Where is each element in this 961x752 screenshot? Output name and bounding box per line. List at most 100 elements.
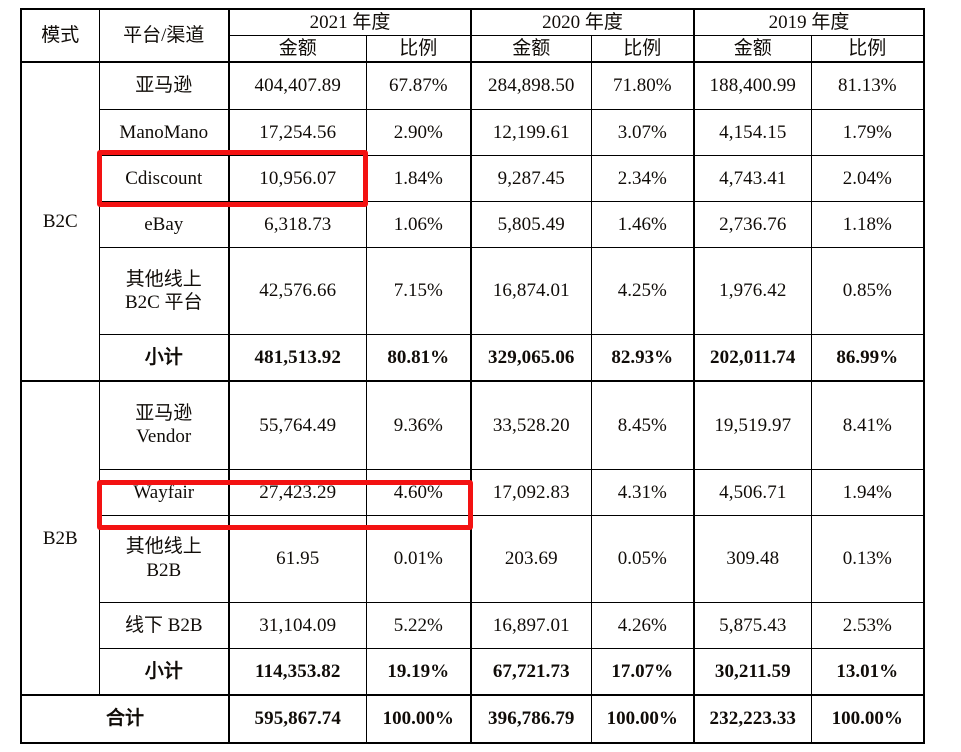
platform-name-line2: B2C 平台 [124, 291, 203, 313]
ratio-2020: 2.34% [590, 154, 696, 202]
header-ratio-2021: 比例 [365, 35, 473, 63]
platform-name-line2: B2B [146, 559, 182, 581]
amount-2020: 5,805.49 [470, 200, 592, 249]
ratio-2020: 4.25% [590, 247, 696, 335]
amount-2021: 31,104.09 [228, 601, 367, 649]
revenue-breakdown-table: 模式 平台/渠道 2021 年度 2020 年度 2019 年度 金额 比例 金… [20, 8, 926, 744]
ratio-2020: 4.26% [590, 601, 696, 649]
ratio-2021: 5.22% [365, 601, 473, 649]
header-amount-2021: 金额 [228, 35, 367, 63]
amount-2020: 33,528.20 [470, 380, 592, 470]
ratio-2019: 2.53% [810, 601, 925, 649]
ratio-2020: 3.07% [590, 108, 696, 156]
ratio-2020: 8.45% [590, 380, 696, 470]
platform-name: ManoMano [98, 108, 230, 156]
table-row: 其他线上 B2B 61.95 0.01% 203.69 0.05% 309.48… [21, 514, 925, 603]
amount-2020: 17,092.83 [470, 468, 592, 516]
total-ratio-2021: 100.00% [365, 694, 473, 744]
amount-2020: 203.69 [470, 514, 592, 603]
subtotal-ratio-2021: 19.19% [365, 647, 473, 696]
table-row: eBay 6,318.73 1.06% 5,805.49 1.46% 2,736… [21, 200, 925, 249]
group-label-b2b: B2B [20, 380, 100, 696]
subtotal-ratio-2019: 13.01% [810, 647, 925, 696]
table-row: B2B 亚马逊 Vendor 55,764.49 9.36% 33,528.20… [20, 380, 925, 696]
total-amount-2019: 232,223.33 [693, 694, 812, 744]
platform-name-line1: 其他线上 [125, 268, 202, 290]
table-row: Wayfair 27,423.29 4.60% 17,092.83 4.31% … [21, 468, 925, 516]
header-amount-2020: 金额 [470, 35, 592, 63]
ratio-2021: 7.15% [365, 247, 473, 335]
amount-2021: 17,254.56 [228, 108, 367, 156]
subtotal-row-b2c: 小计 481,513.92 80.81% 329,065.06 82.93% 2… [21, 333, 925, 382]
total-row: 合计 595,867.74 100.00% 396,786.79 100.00%… [20, 694, 925, 744]
ratio-2021: 4.60% [365, 468, 473, 516]
total-amount-2021: 595,867.74 [228, 694, 367, 744]
subtotal-amount-2021: 481,513.92 [228, 333, 367, 382]
table-row: 其他线上 B2C 平台 42,576.66 7.15% 16,874.01 4.… [21, 247, 925, 335]
platform-name: 亚马逊 [98, 61, 230, 110]
platform-name-line2: Vendor [136, 426, 192, 448]
amount-2021: 10,956.07 [228, 154, 367, 202]
subtotal-row-b2b: 小计 114,353.82 19.19% 67,721.73 17.07% 30… [21, 647, 925, 696]
table-body: B2C 亚马逊 404,407.89 67.87% 284,898.50 71.… [20, 61, 925, 744]
amount-2020: 12,199.61 [470, 108, 592, 156]
amount-2019: 4,743.41 [693, 154, 812, 202]
table-header: 模式 平台/渠道 2021 年度 2020 年度 2019 年度 金额 比例 金… [20, 8, 925, 63]
amount-2021: 55,764.49 [228, 380, 367, 470]
ratio-2019: 1.79% [810, 108, 925, 156]
amount-2019: 4,506.71 [693, 468, 812, 516]
total-ratio-2019: 100.00% [810, 694, 925, 744]
platform-name: 亚马逊 Vendor [98, 380, 230, 470]
amount-2021: 404,407.89 [228, 61, 367, 110]
ratio-2019: 0.85% [810, 247, 925, 335]
amount-2021: 6,318.73 [228, 200, 367, 249]
amount-2021: 27,423.29 [228, 468, 367, 516]
platform-name: 其他线上 B2B [98, 514, 230, 603]
header-row-2: 金额 比例 金额 比例 金额 比例 [21, 35, 925, 63]
subtotal-ratio-2020: 82.93% [590, 333, 696, 382]
header-row-1: 模式 平台/渠道 2021 年度 2020 年度 2019 年度 [20, 8, 925, 63]
ratio-2020: 71.80% [590, 61, 696, 110]
platform-name: 其他线上 B2C 平台 [98, 247, 230, 335]
subtotal-amount-2019: 202,011.74 [693, 333, 812, 382]
header-ratio-2020: 比例 [590, 35, 696, 63]
amount-2019: 4,154.15 [693, 108, 812, 156]
ratio-2019: 8.41% [810, 380, 925, 470]
ratio-2020: 4.31% [590, 468, 696, 516]
amount-2019: 5,875.43 [693, 601, 812, 649]
platform-name: Cdiscount [98, 154, 230, 202]
subtotal-amount-2019: 30,211.59 [693, 647, 812, 696]
total-ratio-2020: 100.00% [590, 694, 696, 744]
subtotal-amount-2020: 67,721.73 [470, 647, 592, 696]
subtotal-label: 小计 [98, 333, 230, 382]
header-year-2020: 2020 年度 [470, 8, 696, 37]
amount-2021: 42,576.66 [228, 247, 367, 335]
ratio-2019: 81.13% [810, 61, 925, 110]
header-platform: 平台/渠道 [98, 8, 230, 63]
amount-2019: 2,736.76 [693, 200, 812, 249]
table-row: B2C 亚马逊 404,407.89 67.87% 284,898.50 71.… [20, 61, 925, 382]
ratio-2021: 9.36% [365, 380, 473, 470]
ratio-2021: 0.01% [365, 514, 473, 603]
subtotal-amount-2021: 114,353.82 [228, 647, 367, 696]
ratio-2019: 0.13% [810, 514, 925, 603]
amount-2020: 16,897.01 [470, 601, 592, 649]
amount-2020: 16,874.01 [470, 247, 592, 335]
platform-name-line1: 其他线上 [125, 536, 202, 558]
subtotal-ratio-2021: 80.81% [365, 333, 473, 382]
ratio-2021: 1.84% [365, 154, 473, 202]
ratio-2019: 2.04% [810, 154, 925, 202]
platform-name: 线下 B2B [98, 601, 230, 649]
table-row: 线下 B2B 31,104.09 5.22% 16,897.01 4.26% 5… [21, 601, 925, 649]
platform-name: eBay [98, 200, 230, 249]
ratio-2021: 2.90% [365, 108, 473, 156]
ratio-2019: 1.18% [810, 200, 925, 249]
header-year-2019: 2019 年度 [693, 8, 925, 37]
amount-2019: 309.48 [693, 514, 812, 603]
total-amount-2020: 396,786.79 [470, 694, 592, 744]
ratio-2021: 67.87% [365, 61, 473, 110]
header-amount-2019: 金额 [693, 35, 812, 63]
amount-2020: 9,287.45 [470, 154, 592, 202]
ratio-2021: 1.06% [365, 200, 473, 249]
